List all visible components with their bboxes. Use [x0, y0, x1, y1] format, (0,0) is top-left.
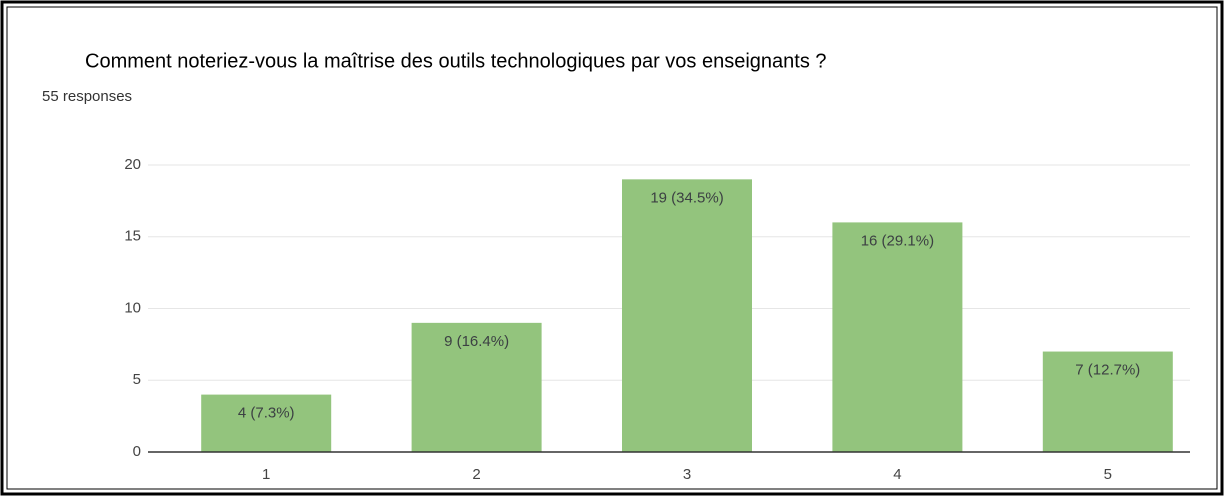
x-tick-label: 4: [893, 466, 901, 483]
chart-title: Comment noteriez-vous la maîtrise des ou…: [85, 50, 827, 72]
x-tick-label: 5: [1104, 466, 1112, 483]
frame-inner: [6, 6, 1218, 490]
x-tick-label: 2: [472, 466, 480, 483]
y-tick-label: 0: [133, 443, 141, 460]
data-label: 19 (34.5%): [650, 189, 723, 206]
chart-subtitle: 55 responses: [42, 88, 132, 105]
bar: [622, 179, 752, 452]
x-tick-label: 3: [683, 466, 691, 483]
y-tick-label: 5: [133, 371, 141, 388]
data-label: 16 (29.1%): [861, 232, 934, 249]
bar: [1042, 351, 1173, 452]
x-tick-label: 1: [262, 466, 270, 483]
y-tick-label: 10: [124, 299, 141, 316]
bar: [832, 222, 963, 452]
bar: [411, 322, 542, 452]
data-label: 7 (12.7%): [1075, 362, 1140, 379]
y-tick-label: 20: [124, 156, 141, 173]
y-tick-label: 15: [124, 228, 141, 245]
data-label: 4 (7.3%): [238, 405, 295, 422]
bar: [201, 394, 332, 452]
data-label: 9 (16.4%): [444, 333, 509, 350]
